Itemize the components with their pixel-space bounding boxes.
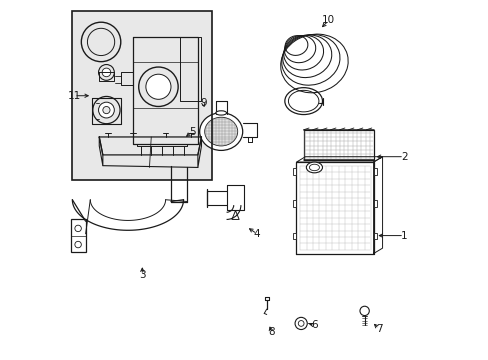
Bar — [303, 130, 373, 160]
Circle shape — [87, 28, 115, 55]
Circle shape — [75, 241, 81, 248]
Bar — [292, 201, 296, 207]
Bar — [72, 12, 212, 180]
Circle shape — [145, 74, 171, 99]
Bar — [70, 220, 85, 252]
Text: 7: 7 — [375, 324, 382, 334]
Text: 8: 8 — [267, 327, 274, 337]
Text: 2: 2 — [400, 152, 407, 162]
Text: 10: 10 — [322, 15, 335, 26]
Text: 11: 11 — [67, 91, 81, 101]
Text: 6: 6 — [310, 320, 317, 330]
Ellipse shape — [306, 162, 322, 173]
Circle shape — [99, 64, 114, 80]
Circle shape — [99, 102, 114, 118]
Text: 9: 9 — [200, 98, 206, 108]
Bar — [373, 201, 376, 207]
Bar — [292, 233, 296, 239]
Text: 5: 5 — [189, 127, 195, 136]
Ellipse shape — [309, 164, 319, 171]
Circle shape — [93, 96, 120, 124]
Circle shape — [359, 306, 368, 316]
Circle shape — [294, 318, 306, 329]
Text: 1: 1 — [400, 231, 407, 240]
Bar — [373, 168, 376, 175]
Bar — [373, 233, 376, 239]
Ellipse shape — [215, 111, 226, 115]
Bar — [72, 12, 212, 180]
Text: 4: 4 — [253, 229, 260, 239]
Circle shape — [102, 68, 110, 77]
Circle shape — [298, 320, 304, 326]
Circle shape — [139, 67, 178, 107]
Circle shape — [102, 107, 110, 114]
Text: 3: 3 — [139, 270, 145, 280]
Circle shape — [75, 225, 81, 231]
Bar — [292, 168, 296, 175]
Circle shape — [81, 22, 121, 62]
Ellipse shape — [204, 117, 237, 146]
Ellipse shape — [199, 113, 242, 150]
